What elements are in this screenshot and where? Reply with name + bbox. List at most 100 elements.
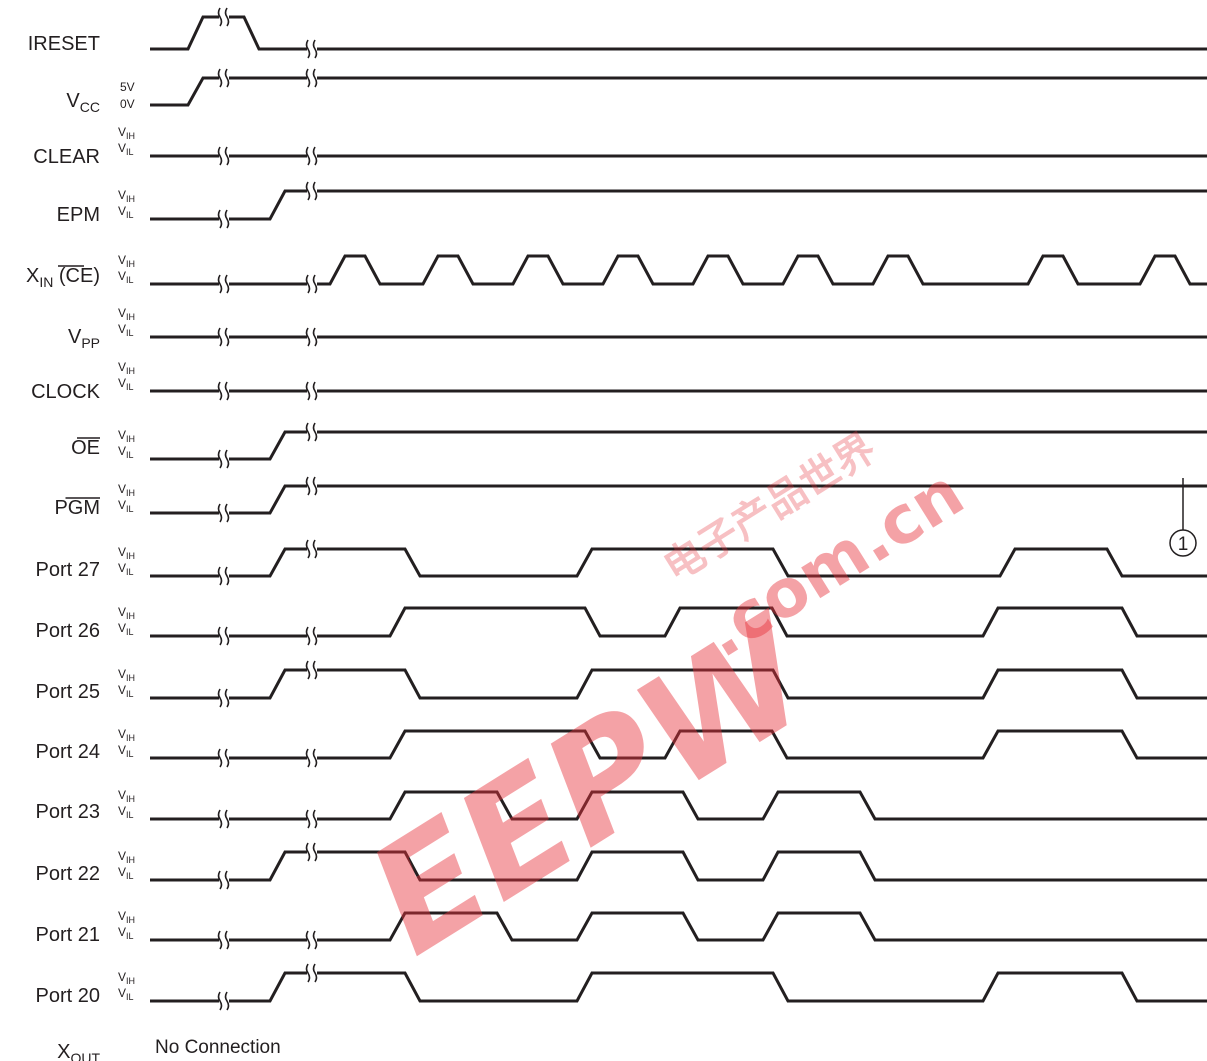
break-mark — [224, 209, 230, 229]
break-mark — [305, 68, 311, 88]
level-label: VIH — [118, 545, 135, 561]
break-mark — [217, 381, 223, 401]
break-mark — [305, 842, 311, 862]
break-mark — [312, 381, 318, 401]
level-label: VIH — [118, 667, 135, 683]
break-mark — [312, 146, 318, 166]
callout-number: 1 — [1178, 534, 1189, 555]
level-label: VIL — [118, 444, 134, 460]
signal-label: Port 26 — [36, 620, 100, 642]
break-mark — [312, 809, 318, 829]
break-mark — [217, 626, 223, 646]
level-labels: 5V0VVIHVILVIHVILVIHVILVIHVILVIHVILVIHVIL… — [118, 80, 135, 1002]
break-mark — [305, 39, 311, 59]
waveforms — [150, 15, 1207, 1003]
signal-label: VPP — [68, 326, 100, 351]
break-mark — [312, 626, 318, 646]
break-mark — [224, 626, 230, 646]
level-label: VIH — [118, 849, 135, 865]
break-mark — [224, 991, 230, 1011]
break-mark — [312, 39, 318, 59]
break-mark — [224, 7, 230, 27]
level-label: 0V — [120, 97, 135, 111]
break-mark — [312, 422, 318, 442]
signal-label: Port 27 — [36, 559, 100, 581]
break-mark — [305, 930, 311, 950]
break-mark — [312, 476, 318, 496]
level-label: VIL — [118, 376, 134, 392]
signal-label: CLEAR — [33, 146, 100, 168]
break-mark — [224, 449, 230, 469]
signal-label: Port 24 — [36, 741, 100, 763]
break-mark — [217, 930, 223, 950]
waveform — [150, 189, 1207, 221]
break-mark — [217, 274, 223, 294]
level-label: VIL — [118, 204, 134, 220]
level-label: VIL — [118, 804, 134, 820]
signal-label: Port 25 — [36, 681, 100, 703]
break-mark — [224, 146, 230, 166]
break-mark — [224, 930, 230, 950]
break-mark — [312, 181, 318, 201]
break-mark — [312, 930, 318, 950]
signal-labels: IRESET VCC CLEAR EPM XIN (CE) VPP CLOCK OE PGM Po… — [26, 33, 101, 1007]
break-mark — [312, 539, 318, 559]
break-mark — [217, 809, 223, 829]
break-mark — [224, 327, 230, 347]
break-mark — [305, 422, 311, 442]
level-label: VIH — [118, 909, 135, 925]
level-label: VIH — [118, 306, 135, 322]
level-label: VIL — [118, 498, 134, 514]
signal-label: OE — [71, 437, 100, 459]
waveform — [150, 850, 1207, 882]
signal-label: Port 22 — [36, 863, 100, 885]
level-label: VIH — [118, 253, 135, 269]
signal-label: XIN (CE) — [26, 265, 100, 290]
no-connection-text: No Connection — [155, 1037, 281, 1058]
callout-circle — [1169, 529, 1197, 557]
break-mark — [305, 476, 311, 496]
level-label: VIL — [118, 743, 134, 759]
signal-label: Port 23 — [36, 801, 100, 823]
break-mark — [305, 274, 311, 294]
break-mark — [224, 688, 230, 708]
break-mark — [217, 209, 223, 229]
time-breaks — [217, 7, 318, 1011]
break-mark — [224, 870, 230, 890]
break-mark — [224, 809, 230, 829]
waveform — [150, 606, 1207, 638]
break-mark — [224, 566, 230, 586]
break-mark — [312, 327, 318, 347]
break-mark — [305, 660, 311, 680]
level-label: VIL — [118, 925, 134, 941]
break-mark — [312, 842, 318, 862]
waveform — [150, 911, 1207, 942]
break-mark — [224, 381, 230, 401]
signal-label: Port 20 — [36, 985, 100, 1007]
break-mark — [217, 146, 223, 166]
break-mark — [224, 748, 230, 768]
break-mark — [305, 146, 311, 166]
signal-label: IRESET — [28, 33, 100, 55]
level-label: VIH — [118, 727, 135, 743]
level-label: 5V — [120, 80, 135, 94]
break-mark — [224, 503, 230, 523]
level-label: VIL — [118, 621, 134, 637]
waveform — [150, 729, 1207, 760]
break-mark — [305, 748, 311, 768]
waveform — [150, 790, 1207, 821]
level-label: VIH — [118, 788, 135, 804]
level-label: VIH — [118, 605, 135, 621]
waveform — [150, 484, 1207, 515]
break-mark — [217, 870, 223, 890]
break-mark — [217, 7, 223, 27]
break-mark — [305, 539, 311, 559]
waveform — [150, 430, 1207, 461]
level-label: VIL — [118, 986, 134, 1002]
break-mark — [217, 566, 223, 586]
break-mark — [312, 660, 318, 680]
break-mark — [305, 963, 311, 983]
signal-label: PGM — [54, 497, 100, 519]
